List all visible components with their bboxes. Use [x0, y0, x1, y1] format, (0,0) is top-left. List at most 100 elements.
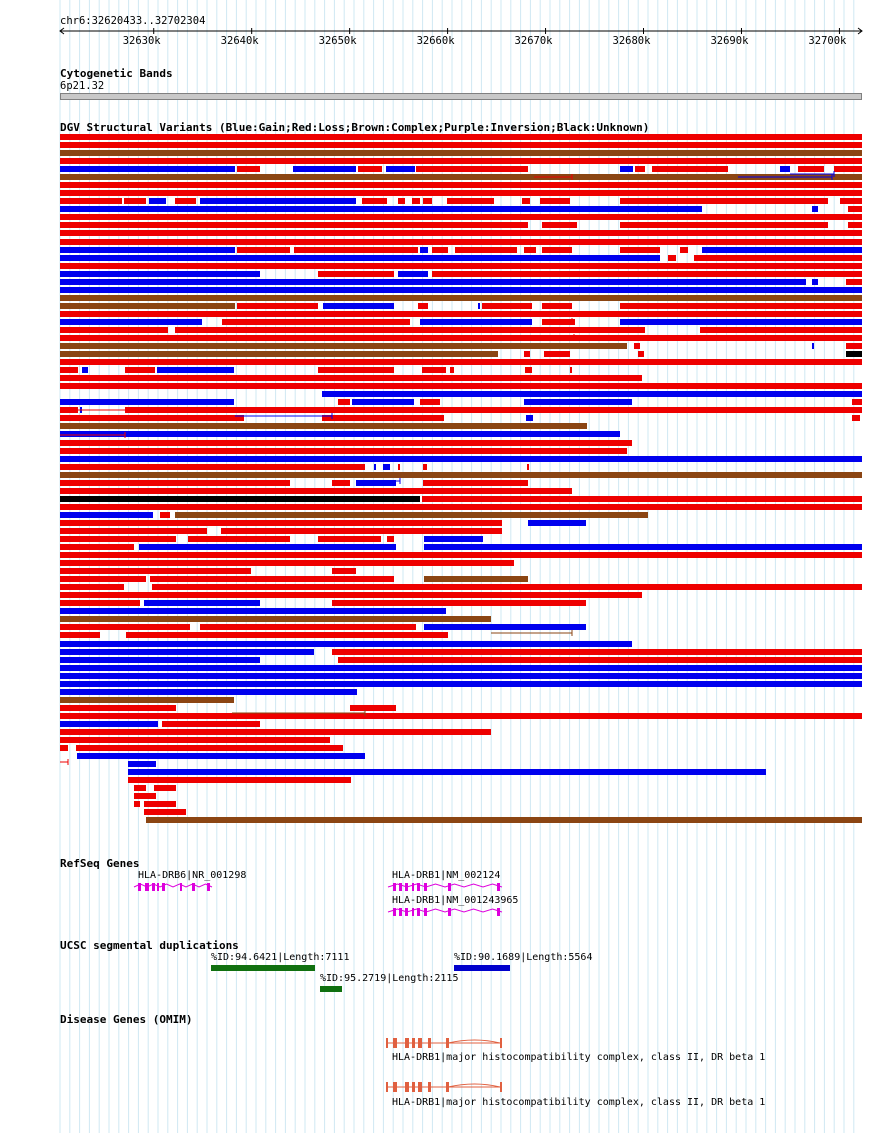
dgv-variant[interactable] — [237, 247, 290, 253]
omim-gene-label[interactable]: HLA-DRB1|major histocompatibility comple… — [392, 1097, 766, 1108]
dgv-variant[interactable] — [318, 271, 394, 277]
dgv-variant[interactable] — [60, 584, 124, 590]
dgv-variant[interactable] — [60, 456, 862, 462]
dgv-variant[interactable] — [570, 367, 572, 373]
dgv-variant[interactable] — [60, 271, 260, 277]
exon[interactable] — [192, 883, 195, 891]
dgv-variant[interactable] — [424, 624, 586, 630]
cytoband-ideogram[interactable] — [60, 93, 862, 100]
dgv-variant[interactable] — [60, 512, 153, 518]
dgv-variant[interactable] — [423, 198, 432, 204]
dgv-variant[interactable] — [76, 745, 343, 751]
dgv-variant[interactable] — [60, 239, 862, 245]
dgv-variant[interactable] — [144, 600, 260, 606]
dgv-variant[interactable] — [128, 761, 156, 767]
dgv-variant[interactable] — [482, 303, 532, 309]
dgv-variant[interactable] — [60, 182, 862, 188]
dgv-variant[interactable] — [126, 632, 448, 638]
dgv-variant[interactable] — [60, 649, 314, 655]
dgv-variant[interactable] — [200, 198, 356, 204]
dgv-variant[interactable] — [542, 319, 575, 325]
segdup-label[interactable]: %ID:95.2719|Length:2115 — [320, 973, 459, 984]
dgv-variant[interactable] — [542, 247, 572, 253]
segdup-label[interactable]: %ID:90.1689|Length:5564 — [454, 952, 593, 963]
dgv-variant[interactable] — [424, 576, 528, 582]
dgv-variant[interactable] — [60, 383, 862, 389]
dgv-variant[interactable] — [60, 729, 491, 735]
dgv-variant[interactable] — [60, 255, 660, 261]
dgv-variant[interactable] — [60, 552, 862, 558]
exon[interactable] — [405, 908, 408, 916]
dgv-variant[interactable] — [398, 464, 400, 470]
dgv-variant[interactable] — [798, 166, 824, 172]
dgv-variant[interactable] — [60, 745, 68, 751]
dgv-variant[interactable] — [149, 198, 166, 204]
dgv-variant[interactable] — [420, 399, 440, 405]
dgv-variant[interactable] — [542, 303, 572, 309]
intron[interactable] — [447, 1083, 501, 1088]
exon[interactable] — [138, 883, 141, 891]
dgv-variant[interactable] — [60, 504, 862, 510]
dgv-variant[interactable] — [162, 721, 260, 727]
dgv-variant[interactable] — [60, 496, 420, 502]
cytoband-title[interactable]: Cytogenetic Bands — [60, 67, 173, 80]
dgv-variant[interactable] — [134, 785, 146, 791]
dgv-variant[interactable] — [478, 303, 480, 309]
omim-gene-label[interactable]: HLA-DRB1|major histocompatibility comple… — [392, 1052, 766, 1063]
exon[interactable] — [497, 908, 500, 916]
dgv-variant[interactable] — [634, 343, 640, 349]
dgv-variant[interactable] — [60, 375, 642, 381]
dgv-variant[interactable] — [387, 536, 394, 542]
dgv-variant[interactable] — [318, 536, 381, 542]
refseq-gene-label[interactable]: HLA-DRB6|NR_001298 — [138, 870, 247, 881]
dgv-variant[interactable] — [60, 689, 357, 695]
segdup-label[interactable]: %ID:94.6421|Length:7111 — [211, 952, 350, 963]
dgv-variant[interactable] — [424, 544, 862, 550]
dgv-variant[interactable] — [60, 544, 134, 550]
dgv-variant[interactable] — [60, 624, 190, 630]
exon[interactable] — [418, 1082, 422, 1092]
dgv-variant[interactable] — [60, 721, 158, 727]
dgv-variant[interactable] — [60, 198, 122, 204]
dgv-variant[interactable] — [134, 801, 140, 807]
dgv-variant[interactable] — [527, 464, 529, 470]
dgv-variant[interactable] — [432, 271, 862, 277]
dgv-variant[interactable] — [834, 166, 862, 172]
dgv-variant[interactable] — [398, 271, 428, 277]
dgv-variant[interactable] — [60, 536, 176, 542]
dgv-variant[interactable] — [848, 206, 862, 212]
segdup-feature[interactable] — [320, 986, 342, 992]
exon[interactable] — [412, 908, 414, 916]
dgv-variant[interactable] — [60, 568, 251, 574]
dgv-variant[interactable] — [620, 198, 828, 204]
dgv-variant[interactable] — [668, 255, 676, 261]
exon[interactable] — [424, 908, 427, 916]
dgv-variant[interactable] — [700, 327, 862, 333]
dgv-variant[interactable] — [60, 335, 862, 341]
exon[interactable] — [412, 1082, 415, 1092]
dgv-variant[interactable] — [125, 367, 155, 373]
segdup-track-title[interactable]: UCSC segmental duplications — [60, 939, 239, 952]
dgv-variant[interactable] — [60, 632, 100, 638]
dgv-variant[interactable] — [60, 705, 176, 711]
dgv-variant[interactable] — [293, 166, 356, 172]
dgv-variant[interactable] — [386, 166, 415, 172]
dgv-variant[interactable] — [221, 528, 502, 534]
dgv-variant[interactable] — [846, 279, 862, 285]
dgv-variant[interactable] — [638, 351, 644, 357]
dgv-variant[interactable] — [77, 753, 365, 759]
dgv-variant[interactable] — [620, 222, 828, 228]
dgv-variant[interactable] — [175, 198, 196, 204]
dgv-variant[interactable] — [60, 665, 862, 671]
dgv-variant[interactable] — [412, 198, 420, 204]
dgv-variant[interactable] — [450, 367, 454, 373]
dgv-variant[interactable] — [60, 616, 491, 622]
refseq-gene-label[interactable]: HLA-DRB1|NM_001243965 — [392, 895, 519, 906]
dgv-variant[interactable] — [60, 440, 632, 446]
dgv-variant[interactable] — [542, 222, 577, 228]
dgv-variant[interactable] — [702, 247, 862, 253]
exon[interactable] — [428, 1082, 431, 1092]
dgv-variant[interactable] — [154, 785, 176, 791]
